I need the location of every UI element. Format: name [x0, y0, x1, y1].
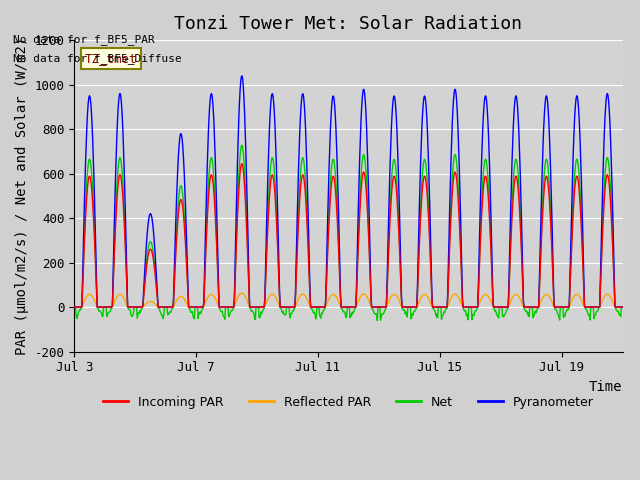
X-axis label: Time: Time — [589, 380, 623, 394]
Y-axis label: PAR (μmol/m2/s) / Net and Solar (W/m2): PAR (μmol/m2/s) / Net and Solar (W/m2) — [15, 36, 29, 355]
Text: No data for f_BF5_Diffuse: No data for f_BF5_Diffuse — [13, 53, 182, 64]
Text: TZ_tmet: TZ_tmet — [85, 52, 138, 65]
Title: Tonzi Tower Met: Solar Radiation: Tonzi Tower Met: Solar Radiation — [175, 15, 522, 33]
Text: No data for f_BF5_PAR: No data for f_BF5_PAR — [13, 34, 154, 45]
Legend: Incoming PAR, Reflected PAR, Net, Pyranometer: Incoming PAR, Reflected PAR, Net, Pyrano… — [98, 391, 599, 414]
